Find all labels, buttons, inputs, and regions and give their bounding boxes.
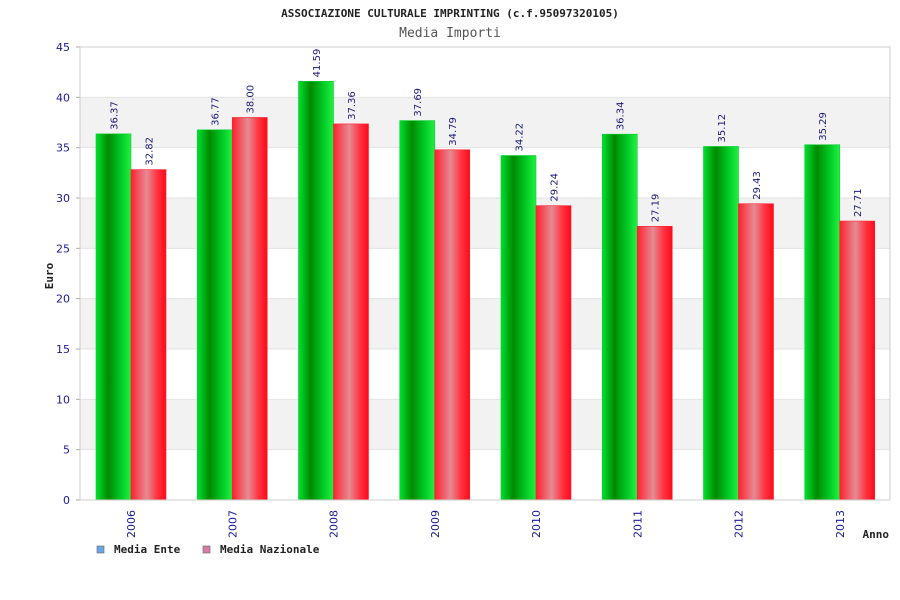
data-label: 29.43 [752, 171, 763, 200]
legend-swatch [96, 545, 105, 554]
plot-border [79, 46, 891, 501]
legend-label: Media Ente [114, 543, 181, 556]
x-tick-label: 2006 [125, 510, 138, 538]
data-label: 34.79 [448, 117, 459, 146]
y-tick-label: 35 [56, 142, 70, 155]
y-tick-label: 5 [63, 444, 70, 457]
bar [535, 205, 572, 501]
y-tick-label: 45 [56, 41, 70, 54]
x-tick-label: 2011 [631, 510, 644, 538]
bar [399, 120, 436, 501]
y-tick-label: 10 [56, 393, 70, 406]
bar [231, 117, 268, 501]
chart-subtitle: Media Importi [399, 26, 501, 41]
data-label: 37.36 [347, 91, 358, 120]
bar [703, 146, 739, 501]
data-labels: 36.37 32.82 36.77 38.00 41.59 37.36 37.69 34.79… [110, 49, 865, 223]
data-label: 34.22 [515, 123, 526, 152]
x-tick-label: 2008 [328, 510, 341, 538]
x-tick-label: 2013 [834, 510, 847, 538]
bar [500, 155, 537, 501]
bar [738, 203, 774, 501]
y-tick-label: 30 [56, 192, 70, 205]
data-label: 27.71 [853, 188, 864, 217]
data-label: 36.37 [110, 101, 121, 130]
axes: 0 5 10 15 20 25 30 35 40 45 2006 2007 2008 2009 2010 20… [56, 41, 891, 538]
bar [434, 149, 471, 501]
legend-label: Media Nazionale [220, 543, 320, 556]
bar [601, 133, 638, 501]
data-label: 29.24 [550, 173, 561, 202]
bar [636, 225, 673, 501]
y-tick-label: 0 [63, 494, 70, 507]
data-label: 32.82 [145, 137, 156, 166]
x-tick-label: 2009 [429, 510, 442, 538]
bar [298, 81, 334, 501]
data-label: 27.19 [651, 194, 662, 223]
data-label: 35.12 [717, 114, 728, 143]
bar [839, 220, 876, 501]
data-label: 38.00 [246, 85, 257, 114]
x-tick-label: 2010 [530, 510, 543, 538]
data-label: 36.34 [616, 102, 627, 131]
data-label: 35.29 [818, 112, 829, 141]
y-tick-label: 20 [56, 293, 70, 306]
bars [95, 81, 876, 501]
bar [333, 123, 369, 501]
bar [804, 144, 841, 501]
x-tick-label: 2012 [733, 510, 746, 538]
y-tick-label: 15 [56, 343, 70, 356]
chart-title: ASSOCIAZIONE CULTURALE IMPRINTING (c.f.9… [281, 7, 619, 20]
y-axis-label: Euro [43, 262, 56, 289]
legend-swatch [202, 545, 211, 554]
y-tick-label: 25 [56, 242, 70, 255]
data-label: 37.69 [413, 88, 424, 117]
plot-band [80, 47, 890, 98]
bar [95, 133, 132, 501]
y-tick-label: 40 [56, 91, 70, 104]
data-label: 36.77 [211, 97, 222, 126]
legend: Media Ente Media Nazionale [96, 543, 320, 556]
x-tick-label: 2007 [226, 510, 239, 538]
data-label: 41.59 [312, 49, 323, 78]
bar [196, 129, 233, 501]
bar [130, 169, 167, 501]
x-axis-label: Anno [863, 528, 890, 541]
